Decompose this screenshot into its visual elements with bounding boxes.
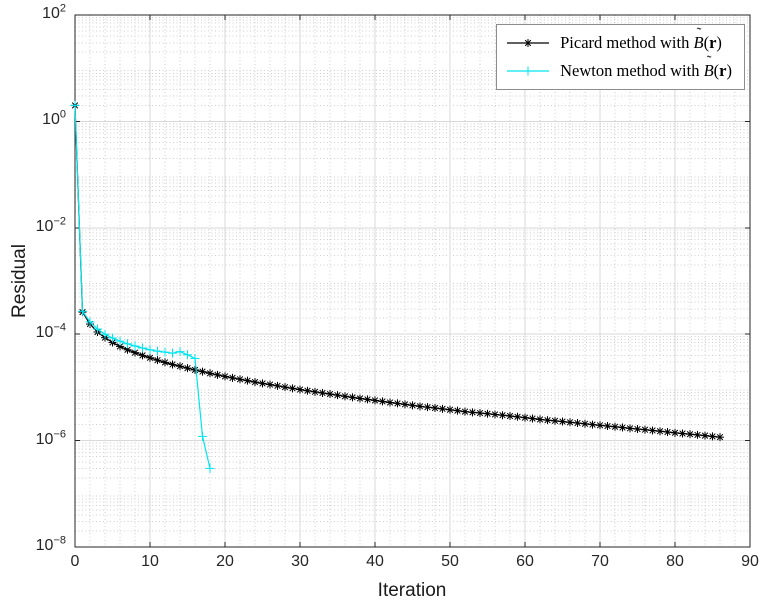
legend-item-label: Picard method with B ˜ (r): [560, 26, 722, 52]
x-tick-label: 30: [291, 553, 309, 570]
x-tick-label: 10: [141, 553, 159, 570]
y-tick-label: 100: [42, 109, 66, 129]
x-tick-label: 20: [216, 553, 234, 570]
y-tick-label: 10−8: [35, 534, 66, 554]
legend-line-sample: [507, 39, 550, 47]
series-newton-markers: [70, 100, 215, 473]
x-axis-label: Iteration: [377, 580, 447, 601]
x-tick-label: 60: [516, 553, 534, 570]
series-newton: [70, 100, 215, 473]
x-tick-label: 0: [70, 553, 80, 570]
legend-item-picard: Picard method with B ˜ (r): [505, 26, 732, 57]
series-picard-markers: [71, 101, 724, 442]
plot-background: [75, 15, 750, 547]
x-tick-label: 50: [441, 553, 459, 570]
x-tick-label: 70: [591, 553, 609, 570]
major-grid: [75, 15, 750, 547]
y-tick-label: 10−2: [35, 215, 66, 235]
legend: Picard method with B ˜ (r) Newton method wi…: [496, 24, 745, 90]
x-tick-label: 90: [741, 553, 759, 570]
y-tick-label: 10−6: [35, 428, 66, 448]
axes-box: [74, 14, 751, 548]
legend-line-sample: [507, 66, 550, 76]
x-tick-label: 80: [666, 553, 684, 570]
minor-grid: [75, 15, 750, 547]
y-tick-label: 10−4: [35, 321, 66, 342]
y-axis-label: Residual: [9, 244, 30, 318]
legend-item-newton: Newton method with B ˜ (r): [505, 54, 732, 85]
legend-item-label: Newton method with B ˜ (r): [560, 54, 732, 80]
y-tick-label: 102: [42, 2, 66, 22]
series-picard: [71, 101, 724, 442]
x-tick-label: 40: [366, 553, 384, 570]
